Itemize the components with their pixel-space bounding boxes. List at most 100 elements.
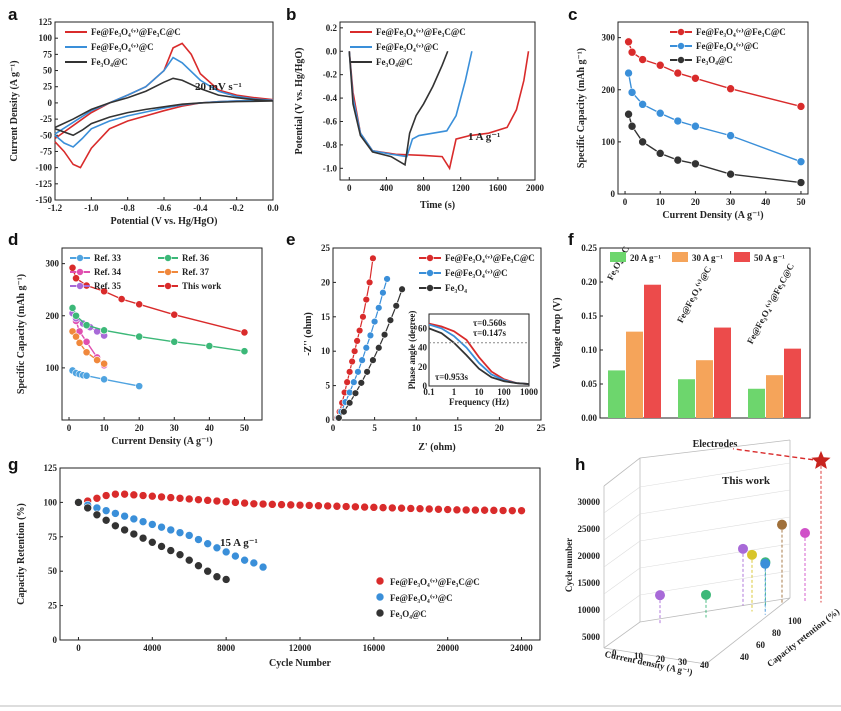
chart-f-ylabel: Voltage drop (V) — [552, 297, 563, 368]
chart-g-point — [240, 555, 249, 565]
chart-g-point — [434, 504, 443, 514]
chart-a-xtick-label: -1.2 — [48, 203, 63, 213]
chart-h-grid — [603, 540, 641, 568]
chart-c-xtick-label: 30 — [726, 197, 736, 207]
chart-g-point — [341, 502, 351, 511]
chart-g-point — [120, 525, 129, 535]
chart-g-point — [194, 495, 203, 504]
chart-g-point — [175, 493, 185, 503]
chart-g-point — [369, 503, 379, 512]
chart-g-point — [517, 506, 526, 515]
chart-g-ylabel: Capacity Retention (%) — [16, 503, 27, 605]
chart-d-legend-entry: Ref. 37 — [182, 267, 209, 277]
chart-d-legend-marker — [164, 268, 172, 276]
chart-e-inset-xtick-label: 10 — [475, 387, 485, 397]
chart-g-legend-entry: Fe@Fe₃O₄⁽ᵛ⁾@Fe₃C@C — [390, 577, 480, 587]
chart-g-point — [323, 501, 332, 511]
chart-e-legend-entry: Fe₃O₄ — [445, 283, 467, 293]
chart-e-inset-tau-label: τ=0.147s — [473, 328, 507, 338]
chart-d-point — [75, 338, 84, 347]
chart-g-point — [295, 500, 305, 510]
panel-label-h: h — [575, 455, 585, 474]
chart-c-series-blue — [627, 72, 802, 163]
chart-h-box-edge — [603, 457, 641, 487]
chart-e-inset-ytick-label: 60 — [418, 323, 428, 333]
chart-g-point — [406, 504, 416, 513]
chart-g-point — [221, 575, 231, 584]
chart-e-xtick-label: 20 — [495, 423, 505, 433]
chart-c-legend-marker — [677, 56, 685, 64]
chart-e-point — [379, 289, 387, 297]
chart-a-ytick-label: 75 — [43, 49, 53, 59]
chart-h-xtick-label: 10 — [634, 651, 644, 661]
chart-h-ztick-label: 15000 — [578, 578, 601, 588]
chart-e-inset: 0.1 1 10 100 1000 0 20 40 60 Frequency (Hz) Phase … — [407, 311, 539, 407]
chart-e-inset-ytick-label: 20 — [418, 362, 428, 372]
chart-c-point — [796, 178, 806, 187]
chart-h-grid — [603, 486, 641, 514]
chart-b-series-blue — [348, 51, 473, 158]
chart-b-ylabel: Potential (V vs. Hg/HgO) — [294, 47, 305, 154]
chart-e-xtick-label: 5 — [372, 423, 377, 433]
chart-h-ytick-label: 100 — [788, 616, 802, 626]
chart-d-point — [68, 304, 77, 312]
chart-c-point — [624, 37, 633, 47]
chart-d-point — [135, 382, 144, 391]
chart-h-guide-line — [732, 448, 822, 462]
chart-f-bar — [696, 360, 713, 418]
chart-b-ytick-label: -0.4 — [323, 93, 338, 103]
chart-e-point — [345, 368, 354, 376]
chart-h-xtick-label: 20 — [656, 654, 666, 664]
chart-e-point — [357, 379, 365, 387]
chart-a-xtick-label: -0.2 — [230, 203, 245, 213]
chart-e-inset-frame — [428, 313, 530, 387]
chart-b-frame — [339, 21, 536, 181]
chart-e-point — [359, 313, 367, 321]
chart-g-point — [415, 504, 425, 514]
chart-g-point — [304, 501, 314, 510]
chart-e-point — [354, 368, 362, 376]
chart-g-xlabel: Cycle Number — [269, 658, 331, 669]
chart-d-xlabel: Current Density (A g⁻¹) — [111, 436, 212, 447]
chart-c-point — [673, 116, 683, 126]
chart-h-grid — [639, 462, 791, 488]
chart-e-ytick-label: 20 — [321, 277, 331, 287]
chart-g-point — [101, 515, 111, 525]
chart-a-xlabel: Potential (V vs. Hg/HgO) — [110, 216, 217, 227]
chart-e-ytick-label: 10 — [321, 346, 331, 356]
chart-g: 0 4000 8000 12000 16000 20000 24000 0 25 50 75 100 1… — [16, 463, 541, 669]
chart-d-point — [82, 371, 91, 380]
chart-f-bar — [714, 327, 731, 418]
chart-g-point — [489, 506, 499, 515]
chart-d-point — [93, 356, 101, 364]
chart-c-point — [673, 155, 683, 165]
chart-g-point — [111, 521, 120, 531]
chart-g-point — [424, 504, 434, 514]
chart-d-legend-marker — [164, 254, 172, 262]
chart-c-xlabel: Current Density (A g⁻¹) — [662, 210, 763, 221]
chart-a-xtick-label: 0.0 — [267, 203, 279, 213]
chart-g-point — [157, 522, 166, 532]
chart-d-point — [82, 348, 91, 357]
chart-e-inset-tau-label: τ=0.953s — [435, 372, 469, 382]
chart-d-point — [205, 342, 214, 350]
chart-a-legend-entry: Fe₃O₄@C — [91, 57, 128, 67]
chart-c-legend-marker — [677, 42, 685, 50]
chart-c-point — [638, 100, 647, 109]
chart-g-xtick-label: 0 — [76, 643, 81, 653]
chart-a-series-black — [54, 77, 274, 137]
chart-g-point — [240, 498, 249, 508]
chart-c-point — [796, 157, 806, 166]
panel-label-c: c — [568, 5, 577, 24]
chart-h-xtick-label: 30 — [678, 657, 688, 667]
chart-f-bar — [678, 379, 695, 418]
chart-e-point — [343, 378, 351, 386]
chart-d-xtick-label: 0 — [67, 423, 72, 433]
chart-g-xtick-label: 8000 — [217, 643, 236, 653]
chart-b-ytick-label: 0.2 — [326, 23, 338, 33]
chart-f-bar — [748, 388, 765, 418]
chart-f-bar — [784, 348, 801, 418]
chart-d: 0 10 20 30 40 50 100 200 300 Current Density (A g… — [16, 247, 263, 447]
chart-e-legend-marker — [426, 269, 434, 277]
chart-f-ytick-label: 0.20 — [581, 277, 597, 287]
